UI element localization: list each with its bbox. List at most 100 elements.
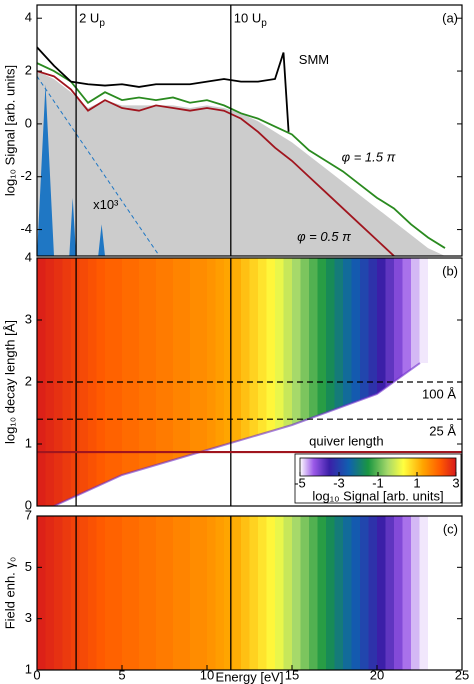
line (37, 70, 395, 256)
heatmap-cell (317, 516, 327, 670)
heatmap-cell (368, 258, 378, 506)
heatmap-cell (360, 516, 370, 670)
panel-tag: (a) (442, 10, 458, 25)
panel-tag: (b) (442, 263, 458, 278)
heatmap-cell (402, 516, 412, 670)
heatmap-cell (139, 516, 149, 670)
heatmap-cell (266, 516, 276, 670)
heatmap-cell (232, 516, 242, 670)
colorbar-tick-label: -3 (333, 475, 345, 490)
heatmap-cell (164, 516, 174, 670)
x-axis-label: Energy [eV] (216, 669, 284, 684)
y-tick-label: 3 (25, 311, 32, 326)
colorbar-tick-label: 1 (413, 475, 420, 490)
heatmap-cell (241, 258, 251, 506)
heatmap-cell (309, 516, 319, 670)
heatmap-cell (130, 516, 140, 670)
x-tick-label: 25 (455, 667, 469, 682)
heatmap-cell (419, 516, 429, 670)
y-tick-label: 0 (25, 497, 32, 512)
y-tick-label: 7 (25, 507, 32, 522)
x-tick-label: 0 (33, 667, 40, 682)
heatmap-cell (207, 516, 217, 670)
y-tick-label: 4 (25, 249, 32, 264)
horizontal-line-label: 25 Å (429, 424, 456, 439)
heatmap-cell (224, 516, 234, 670)
x-tick-label: 15 (285, 667, 299, 682)
heatmap-cell (351, 258, 361, 506)
heatmap-cell (62, 516, 72, 670)
annotation: x10³ (93, 197, 119, 212)
heatmap-cell (79, 258, 89, 506)
heatmap-cell (411, 516, 421, 670)
heatmap-cell (45, 516, 55, 670)
heatmap-cell (292, 516, 302, 670)
heatmap-cell (139, 258, 149, 506)
heatmap-cell (368, 516, 378, 670)
subscript: p (99, 18, 105, 29)
panel-tag: (c) (443, 521, 458, 536)
area (37, 71, 445, 256)
y-tick-label: 2 (25, 373, 32, 388)
y-tick-label: 4 (25, 10, 32, 25)
heatmap-cell (309, 258, 319, 506)
y-tick-label: 1 (25, 661, 32, 676)
colorbar-tick-label: -5 (294, 475, 306, 490)
axes-frame (36, 4, 463, 257)
heatmap-cell (292, 258, 302, 506)
heatmap-cell (377, 516, 387, 670)
heatmap-cell (360, 258, 370, 506)
y-axis-label: log₁₀ decay length [Å] (2, 320, 17, 444)
heatmap-cell (122, 516, 132, 670)
line (37, 76, 160, 256)
heatmap-cell (105, 516, 115, 670)
heatmap-cell (198, 516, 208, 670)
y-tick-label: -2 (20, 168, 32, 183)
y-tick-label: 3 (25, 610, 32, 625)
heatmap-cell (130, 258, 140, 506)
heatmap-cell (334, 516, 344, 670)
heatmap-cell (215, 516, 225, 670)
horizontal-line-label: quiver length (309, 433, 383, 448)
heatmap-cell (428, 516, 438, 670)
heatmap-cell (96, 516, 106, 670)
vertical-line-label: 10 Up (234, 10, 267, 28)
y-tick-label: 5 (25, 559, 32, 574)
colorbar-tick-label: -1 (372, 475, 384, 490)
heatmap-cell (275, 516, 285, 670)
series-label: φ = 1.5 π (342, 150, 396, 165)
heatmap-cell (249, 258, 259, 506)
heatmap-cell (258, 516, 268, 670)
y-axis-label: log₁₀ Signal [arb. units] (2, 65, 17, 196)
series-label: φ = 0.5 π (297, 229, 351, 244)
line (37, 62, 446, 249)
plot-area (37, 46, 446, 256)
heatmap-cell (326, 516, 336, 670)
y-tick-label: -4 (20, 221, 32, 236)
heatmap-cell (241, 516, 251, 670)
y-tick-label: 0 (25, 115, 32, 130)
heatmap-cell (385, 516, 395, 670)
heatmap-cell (181, 258, 191, 506)
heatmap-cell (283, 516, 293, 670)
line (37, 46, 290, 132)
vertical-line-label: 2 Up (79, 10, 105, 28)
colorbar-tick-label: 3 (452, 475, 459, 490)
heatmap-cell (300, 258, 310, 506)
heatmap-cell (147, 516, 157, 670)
heatmap-cell (394, 516, 404, 670)
heatmap-cell (190, 258, 200, 506)
x-tick-label: 5 (118, 667, 125, 682)
y-axis-label: Field enh. γ₀ (2, 557, 17, 630)
y-tick-label: 2 (25, 62, 32, 77)
heatmap-cell (156, 516, 166, 670)
heatmap-cell (122, 258, 132, 506)
heatmap-cell (173, 516, 183, 670)
heatmap-cell (343, 516, 353, 670)
heatmap-cell (37, 516, 47, 670)
heatmap-cell (54, 516, 64, 670)
region-edge (53, 362, 421, 506)
area (37, 84, 105, 256)
subscript: p (261, 18, 267, 29)
